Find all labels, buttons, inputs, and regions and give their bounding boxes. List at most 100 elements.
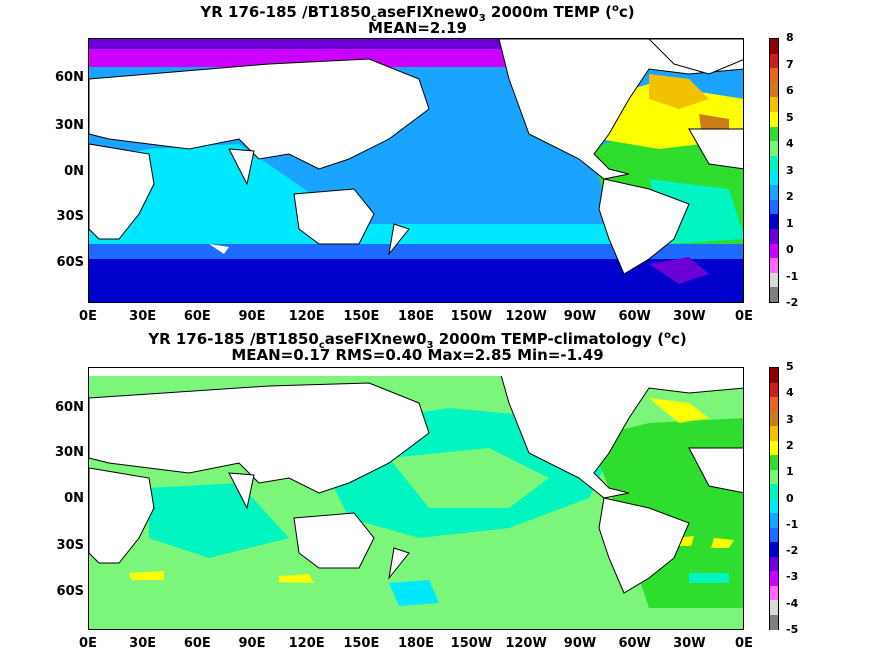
colorbar-segment xyxy=(770,513,778,528)
colorbar-label: 5 xyxy=(786,360,794,373)
panel1-colorbar xyxy=(769,38,779,303)
colorbar-segment xyxy=(770,141,778,157)
colorbar-segment xyxy=(770,411,778,427)
colorbar-label: 8 xyxy=(786,31,794,44)
colorbar-segment xyxy=(770,382,778,398)
colorbar-label: 1 xyxy=(786,465,794,479)
colorbar-label: 7 xyxy=(786,57,794,71)
colorbar-segment xyxy=(770,585,778,601)
colorbar-label: 4 xyxy=(786,137,794,150)
lon-label: 60E xyxy=(183,309,211,324)
lon-label: 30E xyxy=(129,636,157,651)
colorbar-segment xyxy=(770,272,778,288)
lon-label: 180E xyxy=(397,636,435,651)
lon-label: 30W xyxy=(673,636,706,651)
colorbar-segment xyxy=(770,556,778,572)
colorbar-segment xyxy=(770,214,778,230)
colorbar-segment xyxy=(770,126,778,142)
colorbar-segment xyxy=(770,39,778,55)
colorbar-segment xyxy=(770,368,778,383)
lat-label-30s: 30S xyxy=(56,209,84,224)
colorbar-segment xyxy=(770,397,778,412)
lon-label: 0E xyxy=(79,636,97,651)
colorbar-segment xyxy=(770,527,778,543)
lon-label: 60W xyxy=(618,309,651,324)
lat-label-60n: 60N xyxy=(55,70,84,85)
colorbar-segment xyxy=(770,571,778,586)
lon-label: 120E xyxy=(288,309,325,324)
lon-label: 0E xyxy=(735,309,753,324)
lat-label-30s-2: 30S xyxy=(56,538,84,553)
colorbar-segment xyxy=(770,484,778,499)
lon-label: 30W xyxy=(673,309,706,324)
colorbar-segment xyxy=(770,185,778,201)
lon-label: 90E xyxy=(238,636,266,651)
lat-label-60n-2: 60N xyxy=(55,400,84,415)
colorbar-segment xyxy=(770,614,778,630)
colorbar-segment xyxy=(770,455,778,470)
panel2-title: YR 176-185 /BT1850caseFIXnew03 2000m TEM… xyxy=(148,330,687,351)
panel1-subtitle: MEAN=2.19 xyxy=(368,19,467,37)
colorbar-label: 0 xyxy=(786,243,794,256)
colorbar-segment xyxy=(770,97,778,113)
lat-label-60s-2: 60S xyxy=(56,584,84,599)
lon-label: 60E xyxy=(183,636,211,651)
colorbar-label: -5 xyxy=(786,623,799,636)
colorbar-segment xyxy=(770,469,778,485)
colorbar-segment xyxy=(770,600,778,615)
panel2-map xyxy=(88,367,744,630)
lon-label: 0E xyxy=(79,309,97,324)
lon-label: 120E xyxy=(288,636,325,651)
colorbar-label: 5 xyxy=(786,110,794,124)
lat-label-0n: 0N xyxy=(64,164,84,179)
colorbar-segment xyxy=(770,82,778,98)
colorbar-segment xyxy=(770,258,778,274)
lat-label-30n-2: 30N xyxy=(55,445,84,460)
panel1-title: YR 176-185 /BT1850caseFIXnew03 2000m TEM… xyxy=(200,3,635,24)
colorbar-label: 1 xyxy=(786,216,794,230)
lon-label: 90W xyxy=(563,636,597,651)
colorbar-label: 3 xyxy=(786,412,794,426)
colorbar-segment xyxy=(770,440,778,456)
colorbar-segment xyxy=(770,199,778,215)
lon-label: 150W xyxy=(450,636,493,651)
colorbar-segment xyxy=(770,53,778,69)
colorbar-segment xyxy=(770,155,778,171)
lon-label: 30E xyxy=(129,309,157,324)
panel2-subtitle: MEAN=0.17 RMS=0.40 Max=2.85 Min=-1.49 xyxy=(231,346,604,364)
colorbar-segment xyxy=(770,287,778,303)
lat-label-0n-2: 0N xyxy=(64,491,84,506)
lon-label: 0E xyxy=(735,636,753,651)
colorbar-label: -1 xyxy=(786,269,799,283)
colorbar-segment xyxy=(770,228,778,245)
colorbar-label: 6 xyxy=(786,84,794,97)
colorbar-segment xyxy=(770,170,778,186)
colorbar-label: 4 xyxy=(786,386,794,400)
colorbar-label: 3 xyxy=(786,163,794,177)
colorbar-label: -1 xyxy=(786,517,799,531)
lon-label: 150E xyxy=(343,636,380,651)
colorbar-label: -2 xyxy=(786,544,799,558)
lon-label: 120W xyxy=(505,309,547,324)
colorbar-segment xyxy=(770,542,778,557)
panel1-map xyxy=(88,38,744,303)
colorbar-label: 2 xyxy=(786,190,794,203)
lon-label: 90E xyxy=(238,309,266,324)
colorbar-label: -3 xyxy=(786,570,799,584)
lon-label: 150E xyxy=(343,309,380,324)
lon-label: 150W xyxy=(450,309,493,324)
colorbar-label: -4 xyxy=(786,596,799,610)
lat-label-60s: 60S xyxy=(56,255,84,270)
colorbar-label: 0 xyxy=(786,491,794,505)
lon-label: 120W xyxy=(505,636,547,651)
panel2-colorbar xyxy=(769,367,779,630)
colorbar-segment xyxy=(770,426,778,441)
colorbar-label: -2 xyxy=(786,296,799,309)
colorbar-segment xyxy=(770,112,778,128)
lon-label: 180E xyxy=(397,309,435,324)
lon-label: 60W xyxy=(618,636,651,651)
colorbar-label: 2 xyxy=(786,438,794,452)
colorbar-segment xyxy=(770,243,778,259)
lat-label-30n: 30N xyxy=(55,118,84,133)
colorbar-segment xyxy=(770,498,778,514)
